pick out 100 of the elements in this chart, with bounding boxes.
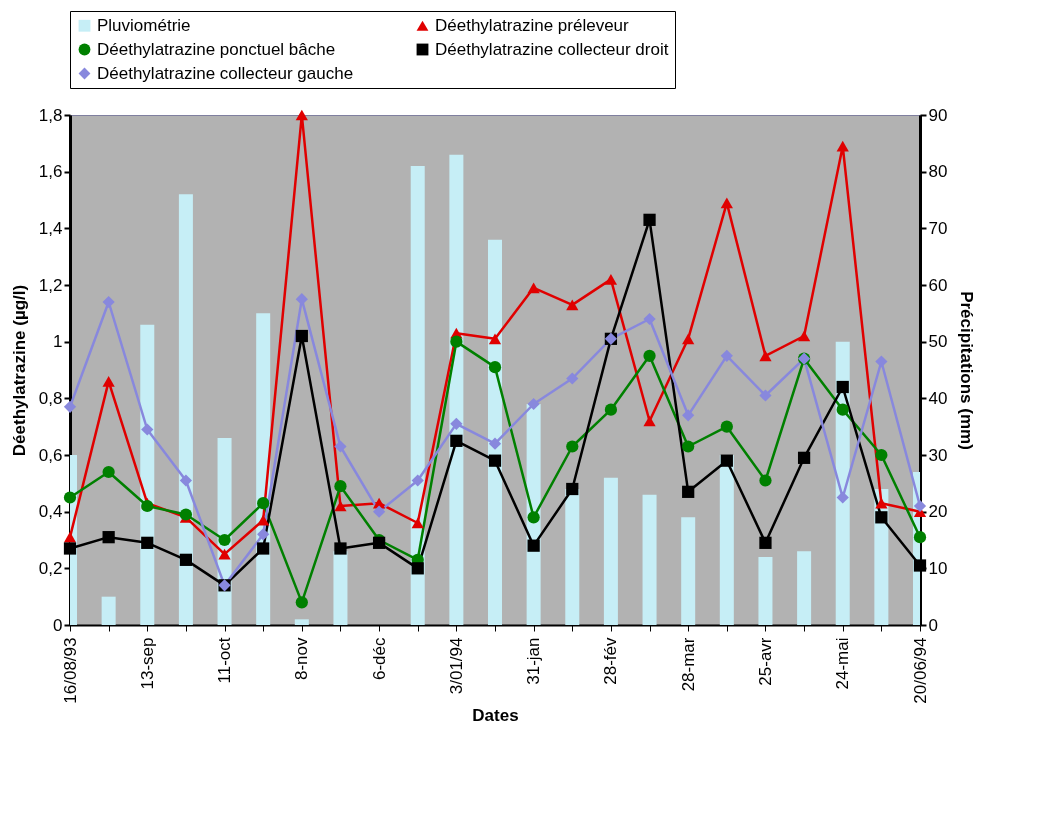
point xyxy=(141,423,154,436)
point xyxy=(604,403,618,416)
point xyxy=(63,531,77,543)
point xyxy=(527,539,540,552)
y2-tick-label: 60 xyxy=(928,275,948,295)
point xyxy=(759,536,772,549)
bar xyxy=(642,494,657,625)
point xyxy=(450,417,463,430)
y2-tick-label: 10 xyxy=(928,558,948,578)
point xyxy=(643,312,656,326)
legend-label: Déethylatrazine ponctuel bâche xyxy=(97,39,336,59)
x-tick-label: 8-nov xyxy=(292,637,312,681)
point xyxy=(63,400,77,413)
point xyxy=(875,511,888,524)
point xyxy=(179,508,193,521)
bar xyxy=(797,551,812,625)
point xyxy=(63,491,77,504)
point xyxy=(102,465,115,479)
y2-tick-label: 30 xyxy=(928,445,948,465)
point xyxy=(179,474,193,487)
x-tick-label: 25-avr xyxy=(755,637,775,686)
point xyxy=(875,448,888,462)
y2-tick-label: 0 xyxy=(928,615,938,635)
y2-tick-label: 80 xyxy=(928,162,948,182)
point xyxy=(102,376,115,387)
point xyxy=(257,528,270,541)
point xyxy=(875,355,888,368)
point xyxy=(759,350,772,362)
legend-label: Déethylatrazine collecteur droit xyxy=(435,39,669,59)
y2-axis-title: Précipitations (mm) xyxy=(957,291,977,450)
x-tick-label: 20/06/94 xyxy=(910,637,930,704)
point xyxy=(682,333,695,345)
point xyxy=(257,542,270,555)
bar xyxy=(333,551,348,625)
x-tick-label: 13-sep xyxy=(137,637,157,690)
point xyxy=(566,372,579,385)
point xyxy=(450,434,463,447)
point xyxy=(334,480,347,493)
point xyxy=(682,440,695,453)
point xyxy=(604,274,618,285)
y-axis-title: Déethylatrazine (µg/l) xyxy=(9,284,29,457)
y-tick-label: 0,4 xyxy=(38,502,63,522)
point xyxy=(797,330,811,342)
point xyxy=(720,197,733,209)
point xyxy=(643,213,656,226)
bar xyxy=(294,619,309,625)
point xyxy=(566,299,579,311)
point xyxy=(488,333,502,345)
point xyxy=(527,397,540,411)
point xyxy=(566,440,579,453)
legend-label: Pluviométrie xyxy=(97,15,191,35)
point xyxy=(295,329,308,343)
point xyxy=(527,282,540,294)
point xyxy=(682,485,695,498)
point xyxy=(141,499,154,513)
point xyxy=(759,474,772,487)
y2-tick-label: 40 xyxy=(928,388,948,408)
x-tick-label: 28-fév xyxy=(601,637,621,685)
point xyxy=(643,349,656,362)
bar xyxy=(449,154,464,625)
point xyxy=(836,403,849,416)
point xyxy=(411,474,424,487)
point xyxy=(372,505,386,518)
point xyxy=(102,295,115,309)
point xyxy=(411,562,424,575)
y2-tick-label: 70 xyxy=(928,218,948,238)
point xyxy=(295,109,308,121)
point xyxy=(257,497,270,510)
point xyxy=(179,553,193,566)
y2-tick-label: 20 xyxy=(928,502,948,522)
point xyxy=(411,517,424,529)
x-tick-label: 31-jan xyxy=(524,637,544,685)
point xyxy=(488,454,502,467)
y-tick-label: 1,8 xyxy=(38,105,63,125)
point xyxy=(836,491,849,504)
point xyxy=(720,454,733,467)
bar xyxy=(719,455,734,625)
y-tick-label: 1,4 xyxy=(38,218,63,238)
point xyxy=(566,482,579,496)
point xyxy=(450,335,463,348)
point xyxy=(141,536,154,549)
point xyxy=(643,415,656,427)
bar xyxy=(101,596,116,625)
point xyxy=(759,389,772,402)
legend-label: Déethylatrazine préleveur xyxy=(435,15,630,35)
x-axis-title: Dates xyxy=(472,705,519,725)
point xyxy=(836,140,849,152)
point xyxy=(682,409,695,422)
bar xyxy=(681,517,696,625)
point xyxy=(797,451,811,464)
bar xyxy=(758,557,773,625)
y-tick-label: 1 xyxy=(53,332,63,352)
bar xyxy=(603,477,618,625)
x-tick-label: 16/08/93 xyxy=(60,637,80,704)
point xyxy=(63,542,77,555)
y-tick-label: 0,6 xyxy=(38,445,63,465)
point xyxy=(334,440,347,453)
bar xyxy=(565,489,580,625)
point xyxy=(218,533,231,547)
point xyxy=(488,437,502,450)
